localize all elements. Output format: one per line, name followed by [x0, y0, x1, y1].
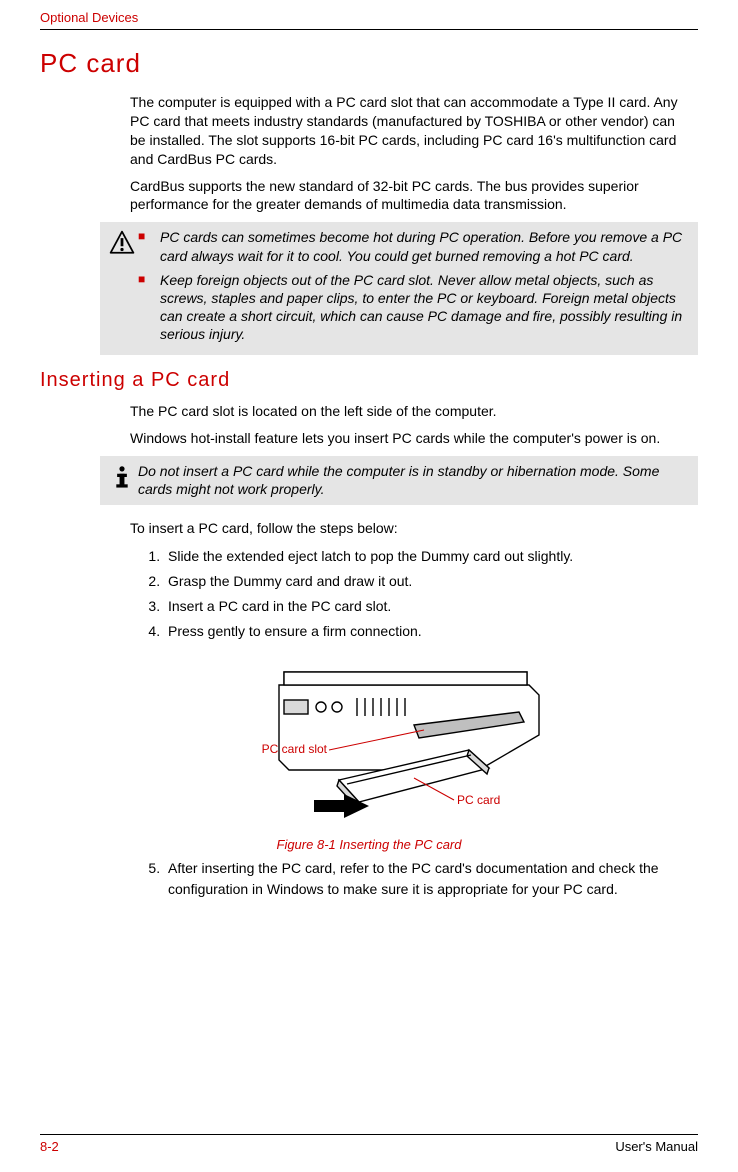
intro-para-1: The computer is equipped with a PC card … [130, 93, 688, 169]
page-title: PC card [40, 48, 698, 79]
step-3: Insert a PC card in the PC card slot. [164, 596, 688, 617]
page-header: Optional Devices [40, 0, 698, 30]
figure-caption: Figure 8-1 Inserting the PC card [40, 837, 698, 852]
steps-list: Slide the extended eject latch to pop th… [150, 546, 688, 642]
insert-para-2: Windows hot-install feature lets you ins… [130, 429, 688, 448]
warning-item-2: Keep foreign objects out of the PC card … [138, 271, 688, 344]
page-number: 8-2 [40, 1139, 59, 1154]
steps-list-cont: After inserting the PC card, refer to th… [150, 858, 688, 900]
intro-para-2: CardBus supports the new standard of 32-… [130, 177, 688, 215]
info-box: Do not insert a PC card while the comput… [100, 456, 698, 504]
insert-para-1: The PC card slot is located on the left … [130, 402, 688, 421]
info-icon [106, 462, 138, 495]
warning-icon [106, 228, 138, 261]
steps-intro: To insert a PC card, follow the steps be… [130, 519, 688, 538]
step-2: Grasp the Dummy card and draw it out. [164, 571, 688, 592]
warning-content: PC cards can sometimes become hot during… [138, 228, 688, 349]
page-footer: 8-2 User's Manual [40, 1134, 698, 1154]
step-5: After inserting the PC card, refer to th… [164, 858, 688, 900]
warning-item-1: PC cards can sometimes become hot during… [138, 228, 688, 264]
step-1: Slide the extended eject latch to pop th… [164, 546, 688, 567]
warning-box: PC cards can sometimes become hot during… [100, 222, 698, 355]
section-name: Optional Devices [40, 10, 138, 25]
step-4: Press gently to ensure a firm connection… [164, 621, 688, 642]
figure: PC card slot PC card Figure 8-1 Insertin… [40, 650, 698, 852]
label-slot: PC card slot [262, 742, 328, 756]
info-content: Do not insert a PC card while the comput… [138, 462, 688, 498]
manual-name: User's Manual [615, 1139, 698, 1154]
section-subtitle: Inserting a PC card [40, 369, 698, 392]
label-card: PC card [457, 793, 500, 807]
